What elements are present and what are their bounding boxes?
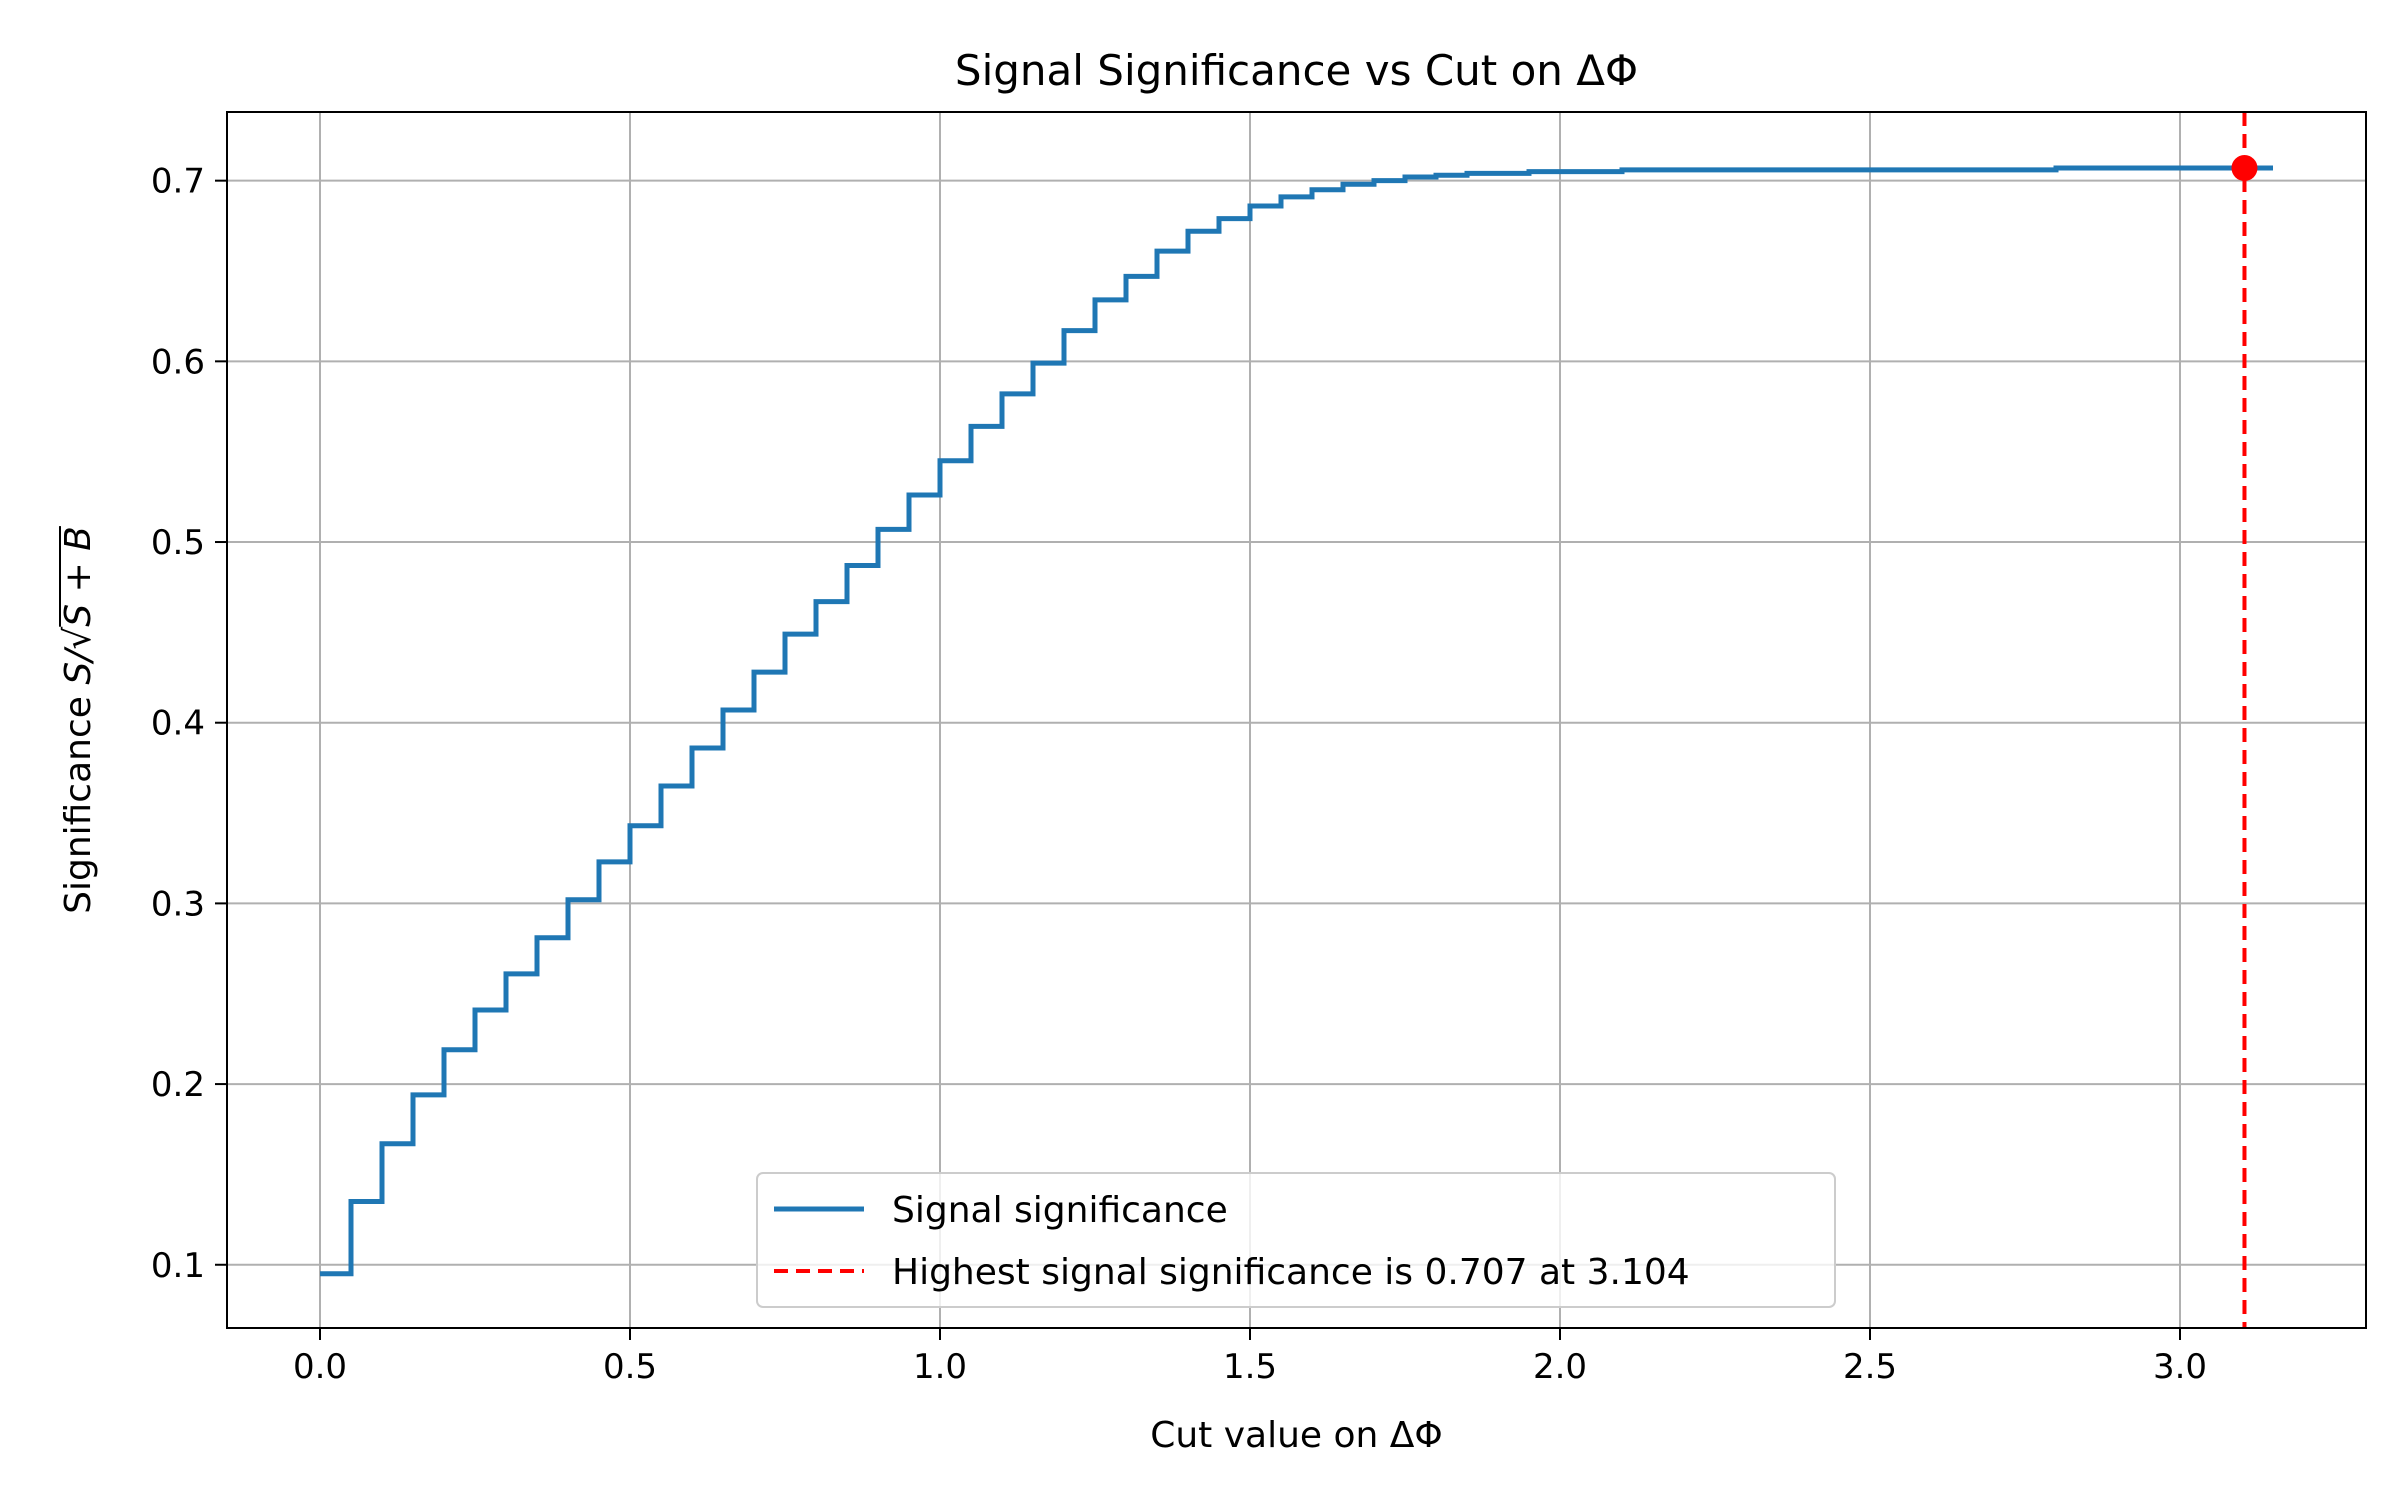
y-tick-label: 0.2 (151, 1065, 205, 1105)
highest-significance-point (2231, 155, 2258, 182)
x-tick-label: 2.0 (1533, 1347, 1587, 1387)
y-axis-title-math: S/√S + B (58, 526, 99, 685)
y-axis-title-prefix: Significance (58, 685, 99, 914)
x-tick-label: 1.5 (1223, 1347, 1277, 1387)
legend-label-signal: Signal significance (892, 1190, 1228, 1231)
data-layer (320, 112, 2273, 1328)
x-tick-label: 0.5 (603, 1347, 657, 1387)
signal-significance-line (320, 165, 2273, 1277)
y-tick-label: 0.1 (151, 1246, 205, 1286)
y-axis-title: Significance S/√S + B (58, 526, 99, 914)
ticks: 0.0 0.5 1.0 1.5 2.0 2.5 3.0 0.1 0.2 0.3 0.4 0.5 0.6 0… (151, 162, 2207, 1387)
x-tick-label: 1.0 (913, 1347, 967, 1387)
x-tick-label: 2.5 (1843, 1347, 1897, 1387)
plot-frame (226, 111, 2367, 1329)
chart-title: Signal Significance vs Cut on ΔΦ (955, 46, 1638, 95)
x-tick-label: 0.0 (293, 1347, 347, 1387)
x-tick-label: 3.0 (2153, 1347, 2207, 1387)
y-tick-label: 0.5 (151, 523, 205, 563)
y-tick-label: 0.4 (151, 704, 205, 744)
y-tick-label: 0.3 (151, 884, 205, 924)
legend-box (756, 1172, 1836, 1308)
y-tick-label: 0.6 (151, 342, 205, 382)
legend: Signal significance Highest signal signi… (756, 1172, 1836, 1308)
grid (227, 112, 2366, 1328)
legend-label-highest: Highest signal significance is 0.707 at … (892, 1252, 1690, 1293)
y-tick-label: 0.7 (151, 162, 205, 202)
x-axis-title: Cut value on ΔΦ (1150, 1415, 1443, 1456)
